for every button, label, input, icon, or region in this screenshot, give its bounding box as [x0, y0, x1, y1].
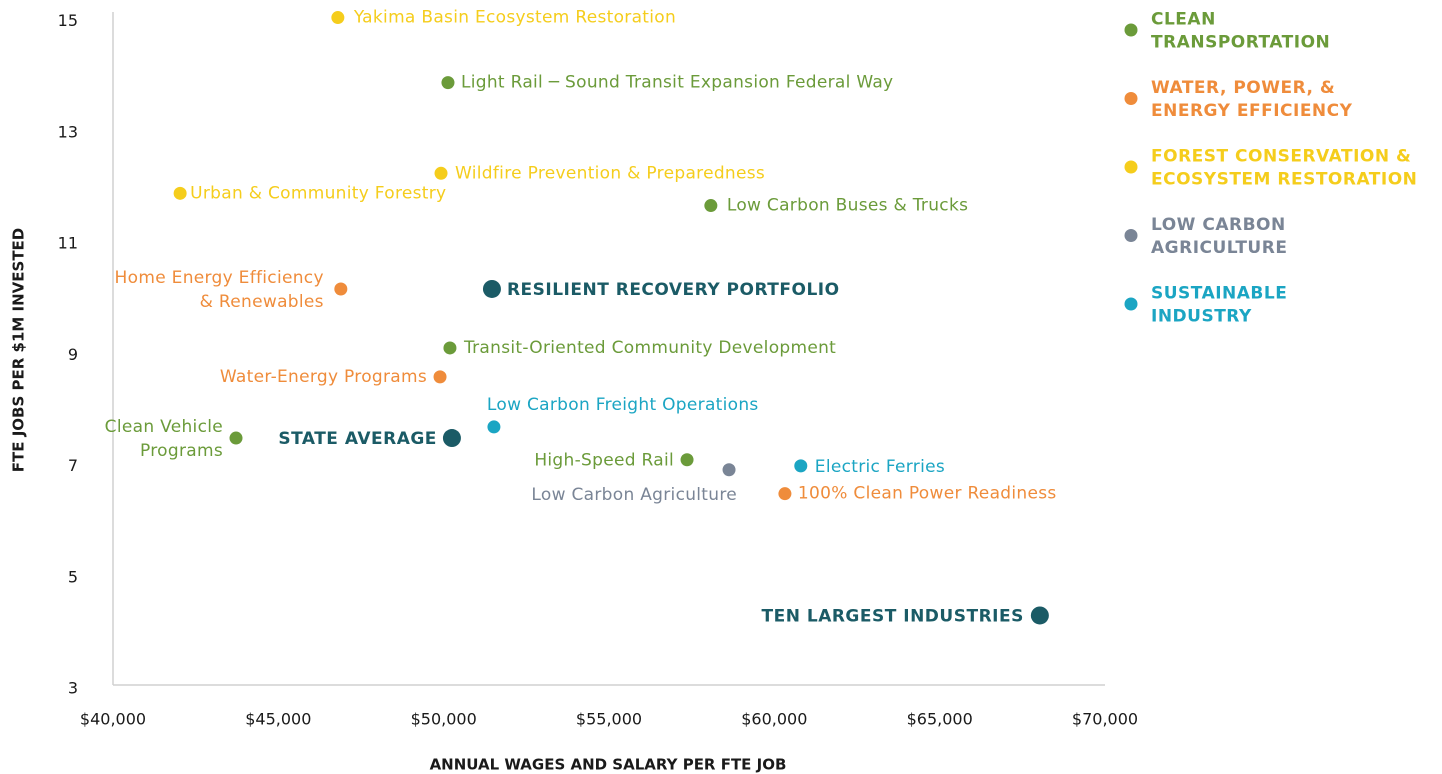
- y-axis-label: FTE JOBS PER $1M INVESTED: [10, 228, 28, 473]
- point: [794, 459, 808, 473]
- point: [334, 282, 348, 296]
- y-tick-label: 13: [58, 122, 78, 141]
- point-label: Low Carbon Agriculture: [531, 485, 737, 505]
- y-tick-label: 5: [68, 567, 78, 586]
- legend-label: SUSTAINABLE INDUSTRY: [1151, 284, 1287, 327]
- point-label: High-Speed Rail: [534, 451, 674, 471]
- x-tick-label: $40,000: [80, 710, 146, 729]
- legend-marker: [1124, 92, 1138, 105]
- y-tick-label: 15: [58, 11, 78, 30]
- legend-marker: [1124, 23, 1138, 37]
- point: [331, 11, 345, 25]
- y-tick-label: 11: [58, 234, 78, 253]
- legend-marker: [1124, 297, 1138, 311]
- point-label: STATE AVERAGE: [278, 429, 437, 449]
- point: [778, 487, 792, 501]
- x-tick-label: $60,000: [741, 710, 807, 729]
- point: [482, 279, 501, 298]
- point-label: Transit-Oriented Community Development: [463, 338, 836, 358]
- x-axis-label: ANNUAL WAGES AND SALARY PER FTE JOB: [430, 756, 787, 774]
- point-label: Clean Vehicle Programs: [105, 417, 223, 461]
- point-label: Low Carbon Buses & Trucks: [727, 196, 968, 216]
- point: [487, 420, 501, 434]
- point-label: RESILIENT RECOVERY PORTFOLIO: [507, 280, 840, 300]
- point-label: Urban & Community Forestry: [190, 183, 446, 203]
- point: [1030, 606, 1049, 625]
- point-label: Yakima Basin Ecosystem Restoration: [353, 8, 676, 28]
- legend-label: WATER, POWER, & ENERGY EFFICIENCY: [1151, 78, 1353, 121]
- point: [229, 431, 243, 445]
- point-label: Wildfire Prevention & Preparedness: [455, 163, 765, 183]
- legend-marker: [1124, 229, 1138, 242]
- point: [722, 463, 736, 477]
- y-tick-label: 9: [68, 345, 78, 364]
- point-label: TEN LARGEST INDUSTRIES: [762, 606, 1024, 626]
- legend-marker: [1124, 160, 1138, 174]
- point: [442, 429, 461, 448]
- point-label: Low Carbon Freight Operations: [487, 395, 759, 415]
- point: [704, 199, 718, 213]
- y-tick-label: 7: [68, 456, 78, 475]
- point: [680, 453, 694, 467]
- point: [441, 76, 455, 90]
- x-tick-label: $65,000: [907, 710, 973, 729]
- point: [434, 166, 448, 180]
- point-label: Home Energy Efficiency & Renewables: [115, 268, 324, 312]
- x-tick-label: $45,000: [245, 710, 311, 729]
- point: [443, 341, 457, 355]
- legend-label: LOW CARBON AGRICULTURE: [1151, 215, 1287, 258]
- x-tick-label: $70,000: [1072, 710, 1138, 729]
- point-label: Water-Energy Programs: [220, 367, 427, 387]
- x-tick-label: $55,000: [576, 710, 642, 729]
- point-label: 100% Clean Power Readiness: [798, 484, 1057, 504]
- legend-label: CLEAN TRANSPORTATION: [1151, 10, 1330, 53]
- x-tick-label: $50,000: [411, 710, 477, 729]
- point: [433, 370, 447, 384]
- point-label: Light Rail ─ Sound Transit Expansion Fed…: [461, 73, 893, 93]
- y-tick-label: 3: [68, 679, 78, 698]
- point: [173, 186, 187, 200]
- legend-label: FOREST CONSERVATION & ECOSYSTEM RESTORATI…: [1151, 147, 1417, 190]
- point-label: Electric Ferries: [815, 457, 945, 477]
